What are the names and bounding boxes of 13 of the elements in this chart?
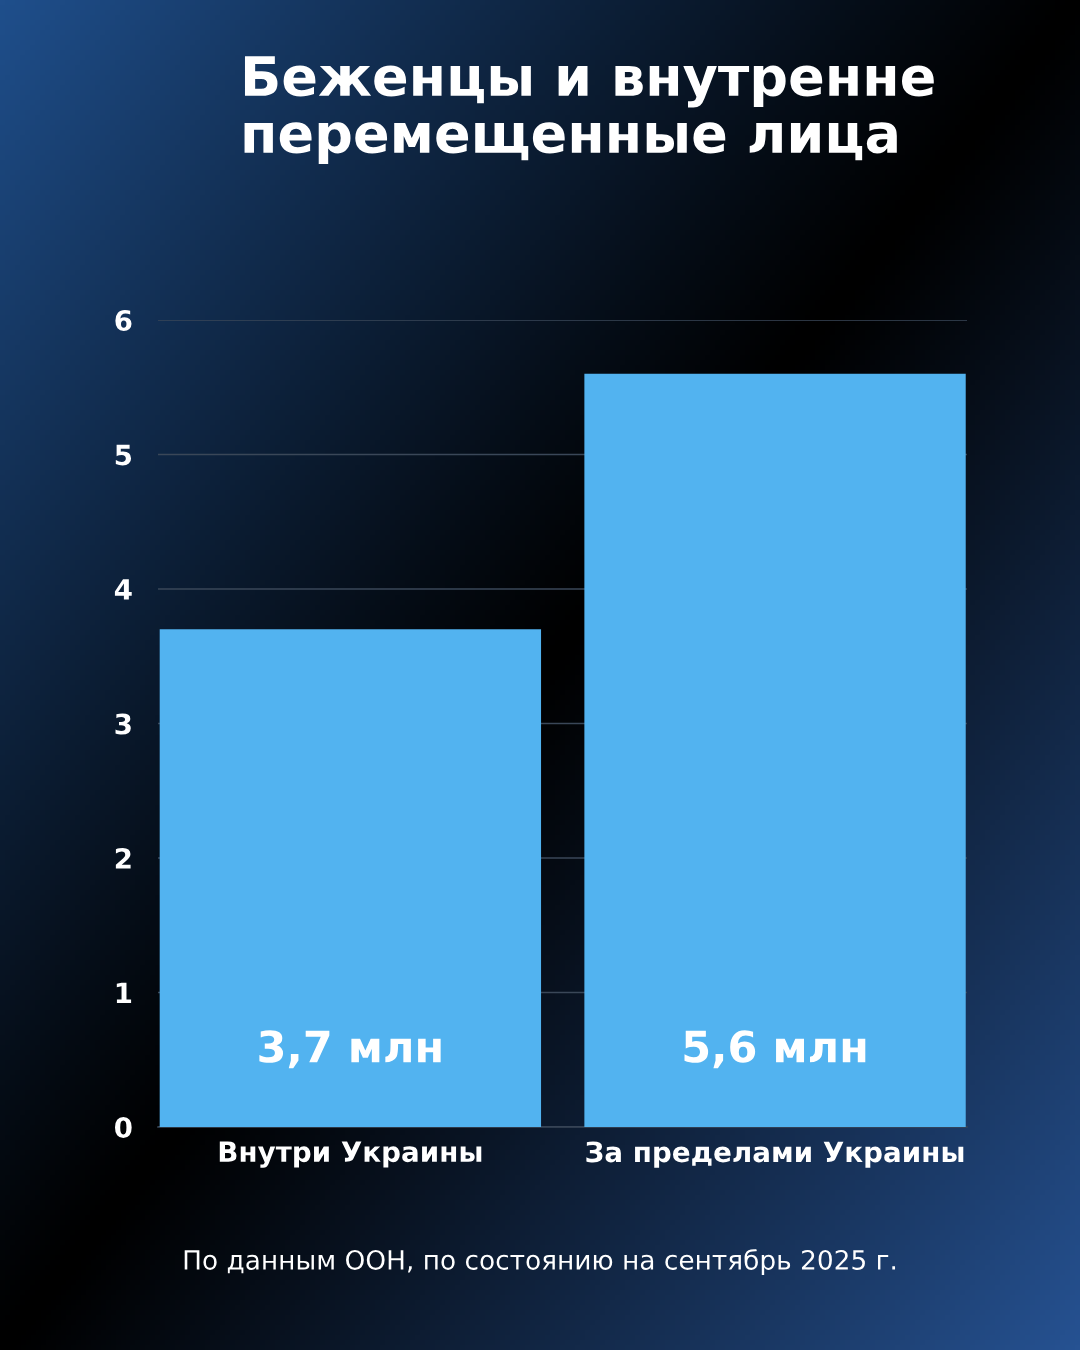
data-label: 5,6 млн [684,1030,866,1069]
y-tick-label: 1 [116,982,132,1004]
y-tick-label: 5 [115,444,132,466]
x-tick-label: За пределами Украины [586,1141,964,1168]
y-tick-label: 2 [115,847,131,869]
chart-title: Беженцы и внутренне перемещенные лица [244,56,934,164]
y-tick-label: 0 [115,1116,132,1138]
text: По данным ООН, по состоянию на сентябрь 2025 г. [184,1249,896,1275]
y-tick-label: 4 [114,579,132,600]
data-label: 3,7 млн [259,1030,441,1069]
x-tick-label: Внутри Украины [219,1141,482,1168]
y-tick-label: 6 [115,309,132,331]
y-tick-label: 3 [115,713,131,735]
